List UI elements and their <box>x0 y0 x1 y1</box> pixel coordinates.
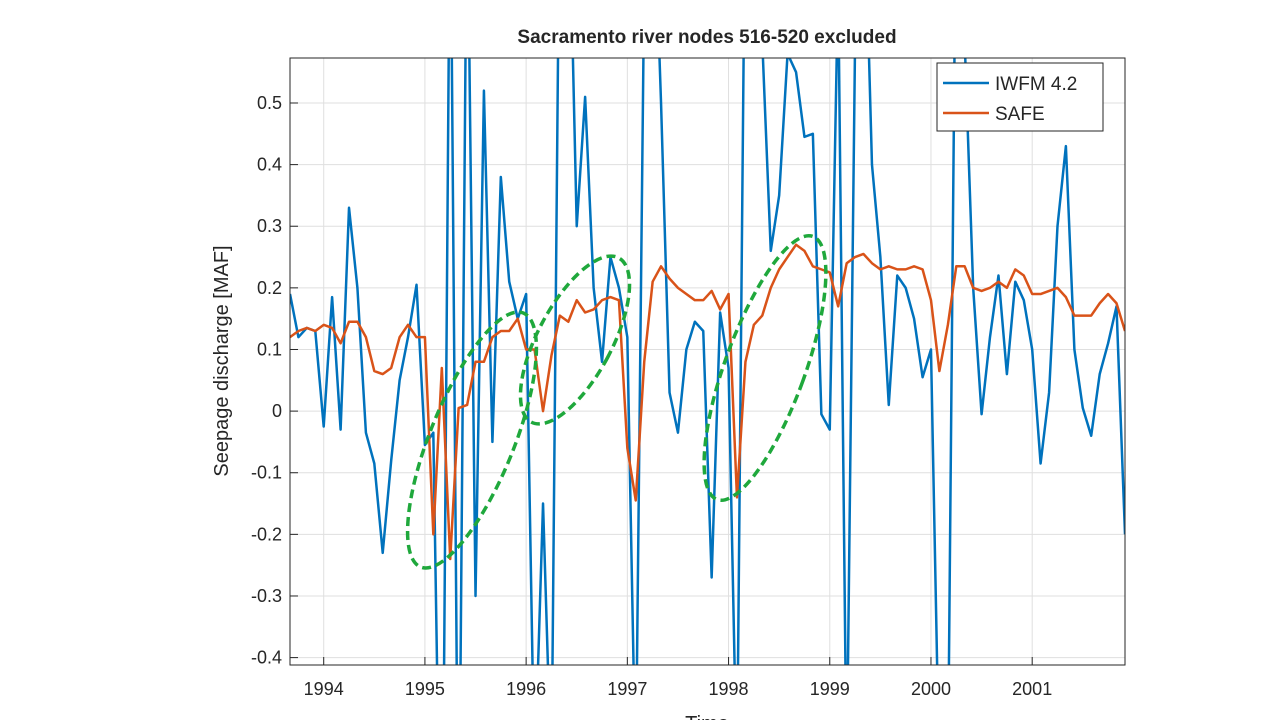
legend: IWFM 4.2 SAFE <box>936 62 1104 132</box>
x-tick-label: 1997 <box>607 679 647 699</box>
x-axis-label: Time <box>685 713 729 720</box>
y-tick-label: -0.2 <box>251 524 282 544</box>
chart-title: Sacramento river nodes 516-520 excluded <box>517 27 896 48</box>
y-tick-label: -0.3 <box>251 586 282 606</box>
y-tick-label: -0.4 <box>251 648 282 668</box>
highlight-ellipse <box>405 310 539 570</box>
highlight-ellipse <box>702 233 828 503</box>
annotations <box>405 233 828 570</box>
legend-label: IWFM 4.2 <box>995 74 1077 95</box>
x-tick-label: 2000 <box>911 679 951 699</box>
x-tick-label: 1994 <box>304 679 344 699</box>
y-tick-label: 0 <box>272 401 282 421</box>
x-tick-label: 2001 <box>1012 679 1052 699</box>
axes-box <box>289 57 1126 666</box>
x-tick-label: 1998 <box>709 679 749 699</box>
y-tick-label: 0.4 <box>257 155 282 175</box>
legend-label: SAFE <box>995 104 1045 125</box>
x-tick-label: 1996 <box>506 679 546 699</box>
y-tick-label: -0.1 <box>251 463 282 483</box>
x-tick-label: 1999 <box>810 679 850 699</box>
ticks: -0.4 -0.3 -0.2 -0.1 0 0.1 0.2 0.3 0.4 0.5 1994 1995… <box>251 93 1052 699</box>
y-tick-label: 0.2 <box>257 278 282 298</box>
y-tick-label: 0.1 <box>257 339 282 359</box>
legend-box <box>936 62 1104 132</box>
highlight-ellipse <box>518 254 632 426</box>
y-tick-label: 0.5 <box>257 93 282 113</box>
y-tick-label: 0.3 <box>257 216 282 236</box>
x-tick-label: 1995 <box>405 679 445 699</box>
y-axis-label: Seepage discharge [MAF] <box>211 245 233 476</box>
plot-area <box>290 58 1125 665</box>
